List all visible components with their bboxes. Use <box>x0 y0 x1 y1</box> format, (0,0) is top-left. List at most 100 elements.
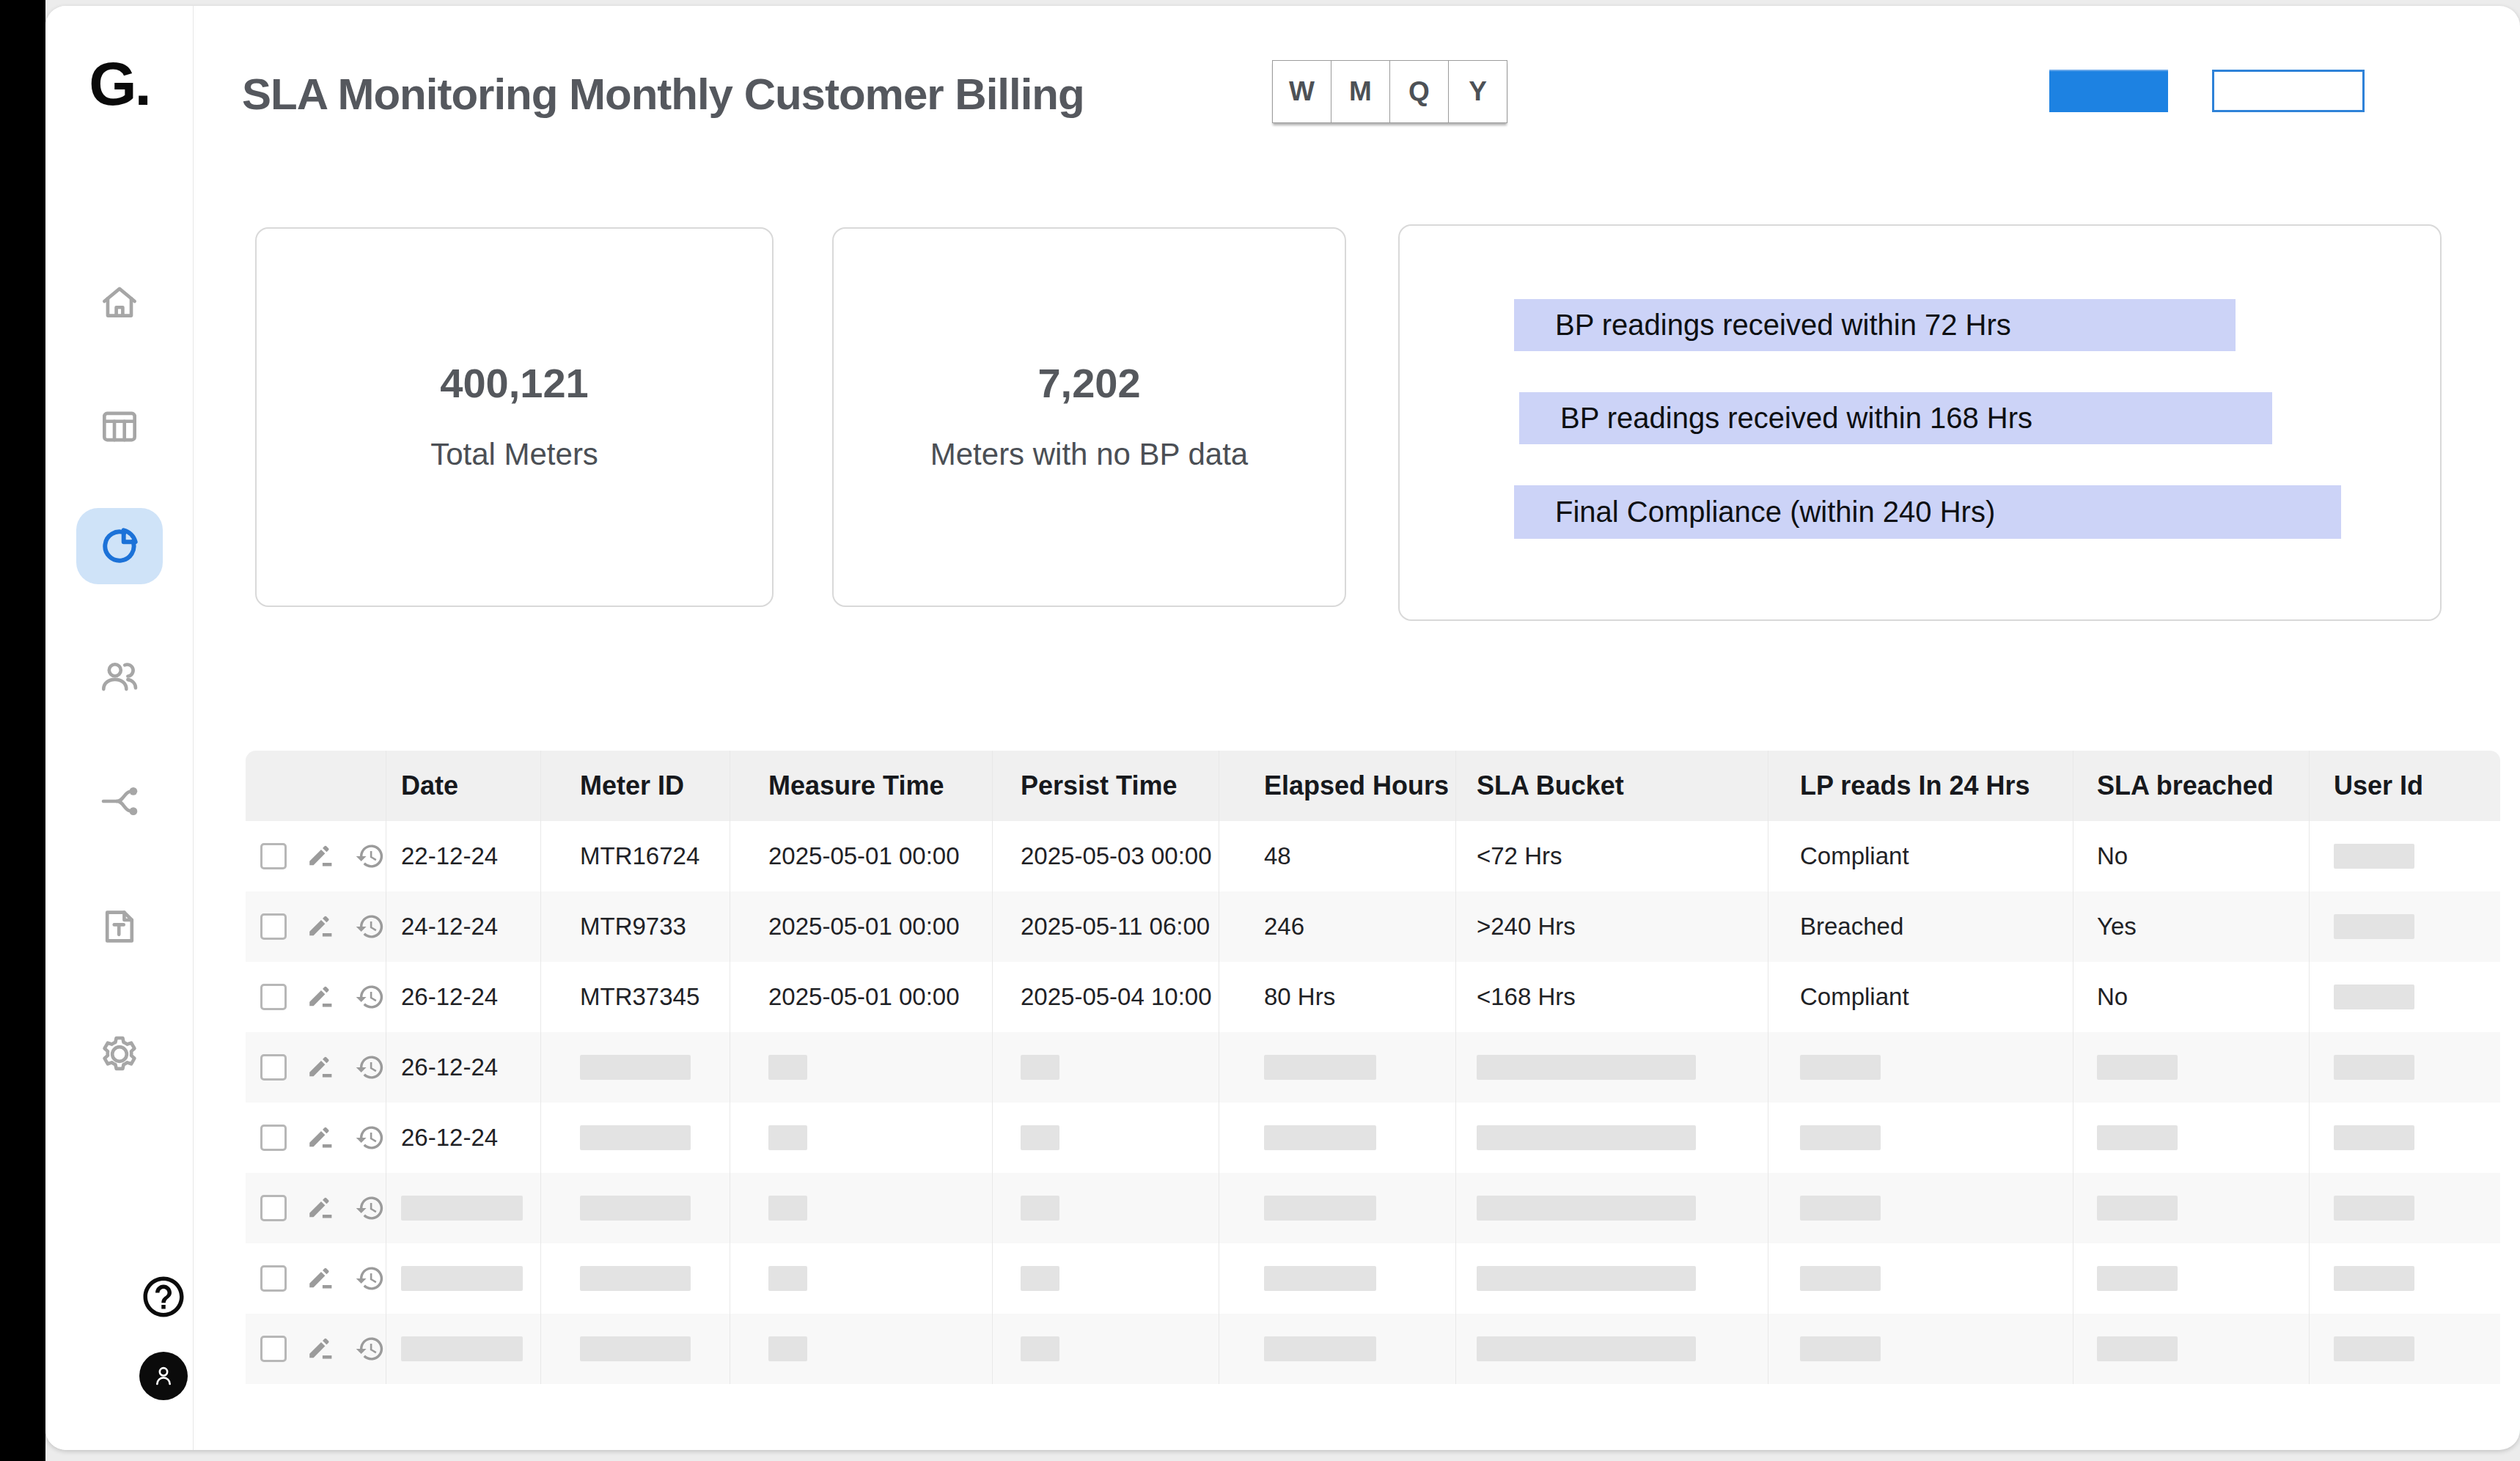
stat-label: Meters with no BP data <box>914 433 1265 476</box>
placeholder-block <box>1021 1196 1059 1221</box>
table-row: 26-12-24 <box>246 1032 2500 1103</box>
header-user-id: User Id <box>2309 751 2500 821</box>
user-avatar[interactable] <box>139 1352 188 1400</box>
elapsed-hours-cell <box>1219 1314 1455 1384</box>
row-checkbox[interactable] <box>260 1054 287 1081</box>
placeholder-block <box>1264 1055 1376 1080</box>
row-checkbox[interactable] <box>260 843 287 869</box>
period-quarter[interactable]: Q <box>1389 61 1448 122</box>
sla-breached-cell <box>2073 1173 2309 1243</box>
persist-time-cell: 2025-05-03 00:00 <box>992 821 1219 891</box>
measure-time-cell <box>730 1173 992 1243</box>
placeholder-block <box>1021 1055 1059 1080</box>
persist-time-cell <box>992 1243 1219 1314</box>
row-checkbox[interactable] <box>260 984 287 1010</box>
gear-icon <box>97 1031 142 1077</box>
row-checkbox[interactable] <box>260 1265 287 1292</box>
row-checkbox[interactable] <box>260 1195 287 1221</box>
edit-icon[interactable] <box>306 1122 337 1153</box>
cell-text: No <box>2097 842 2128 870</box>
stat-value: 400,121 <box>257 359 772 407</box>
history-icon[interactable] <box>355 1122 386 1153</box>
meter-id-cell <box>540 1173 730 1243</box>
table-row <box>246 1243 2500 1314</box>
edit-icon[interactable] <box>306 1052 337 1083</box>
person-icon <box>149 1361 178 1391</box>
row-actions-cell <box>246 891 386 962</box>
period-week[interactable]: W <box>1273 61 1331 122</box>
row-actions-cell <box>246 962 386 1032</box>
sidebar-item-settings[interactable] <box>76 1016 163 1092</box>
row-actions-cell <box>246 1314 386 1384</box>
placeholder-block <box>1477 1125 1696 1150</box>
lp-reads-cell <box>1768 1173 2073 1243</box>
date-cell: 26-12-24 <box>386 962 540 1032</box>
placeholder-block <box>1477 1266 1696 1291</box>
cell-text: 246 <box>1264 913 1304 941</box>
cell-text: MTR37345 <box>580 983 699 1011</box>
period-month[interactable]: M <box>1331 61 1389 122</box>
placeholder-block <box>1800 1055 1881 1080</box>
table-row: 22-12-24MTR167242025-05-01 00:002025-05-… <box>246 821 2500 891</box>
row-checkbox[interactable] <box>260 1125 287 1151</box>
help-button[interactable] <box>139 1273 188 1321</box>
table-row <box>246 1173 2500 1243</box>
row-checkbox[interactable] <box>260 913 287 940</box>
sidebar-item-table[interactable] <box>76 389 163 465</box>
persist-time-cell: 2025-05-04 10:00 <box>992 962 1219 1032</box>
cell-text: 26-12-24 <box>401 1053 498 1081</box>
sidebar-item-network[interactable] <box>76 763 163 839</box>
date-cell <box>386 1243 540 1314</box>
cell-text: 26-12-24 <box>401 1124 498 1152</box>
meter-id-cell: MTR37345 <box>540 962 730 1032</box>
sla-bucket-cell <box>1455 1314 1768 1384</box>
edit-icon[interactable] <box>306 982 337 1012</box>
sidebar-item-documents[interactable] <box>76 888 163 965</box>
sla-table: Date Meter ID Measure Time Persist Time … <box>246 751 2500 1384</box>
placeholder-block <box>2334 844 2414 869</box>
date-cell: 24-12-24 <box>386 891 540 962</box>
history-icon[interactable] <box>355 1193 386 1223</box>
placeholder-block <box>2097 1266 2178 1291</box>
header-persist-time: Persist Time <box>992 751 1219 821</box>
placeholder-block <box>1264 1196 1376 1221</box>
elapsed-hours-cell <box>1219 1103 1455 1173</box>
edit-icon[interactable] <box>306 1263 337 1294</box>
edit-icon[interactable] <box>306 1333 337 1364</box>
measure-time-cell: 2025-05-01 00:00 <box>730 962 992 1032</box>
sidebar-item-home[interactable] <box>76 265 163 341</box>
period-year[interactable]: Y <box>1448 61 1507 122</box>
cell-text: Compliant <box>1800 983 1909 1011</box>
stat-card-total-meters: 400,121 Total Meters <box>255 227 774 607</box>
table-icon <box>97 404 142 449</box>
measure-time-cell: 2025-05-01 00:00 <box>730 891 992 962</box>
history-icon[interactable] <box>355 1333 386 1364</box>
user-id-cell <box>2309 1243 2500 1314</box>
lp-reads-cell: Breached <box>1768 891 2073 962</box>
meter-id-cell <box>540 1243 730 1314</box>
edit-icon[interactable] <box>306 841 337 872</box>
user-id-cell <box>2309 1103 2500 1173</box>
history-icon[interactable] <box>355 982 386 1012</box>
history-icon[interactable] <box>355 911 386 942</box>
sidebar-item-analytics[interactable] <box>76 508 163 584</box>
sla-breached-cell: No <box>2073 962 2309 1032</box>
edit-icon[interactable] <box>306 911 337 942</box>
history-icon[interactable] <box>355 1052 386 1083</box>
user-id-cell <box>2309 1173 2500 1243</box>
header-date: Date <box>386 751 540 821</box>
secondary-action-button[interactable] <box>2212 70 2365 112</box>
row-checkbox[interactable] <box>260 1336 287 1362</box>
placeholder-block <box>1800 1266 1881 1291</box>
cell-text: Yes <box>2097 913 2137 941</box>
history-icon[interactable] <box>355 1263 386 1294</box>
meter-id-cell <box>540 1103 730 1173</box>
sidebar-item-users[interactable] <box>76 639 163 715</box>
history-icon[interactable] <box>355 841 386 872</box>
cell-text: 2025-05-01 00:00 <box>768 983 960 1011</box>
primary-action-button[interactable] <box>2049 70 2168 112</box>
edit-icon[interactable] <box>306 1193 337 1223</box>
placeholder-block <box>2334 1125 2414 1150</box>
placeholder-block <box>768 1266 807 1291</box>
elapsed-hours-cell: 246 <box>1219 891 1455 962</box>
